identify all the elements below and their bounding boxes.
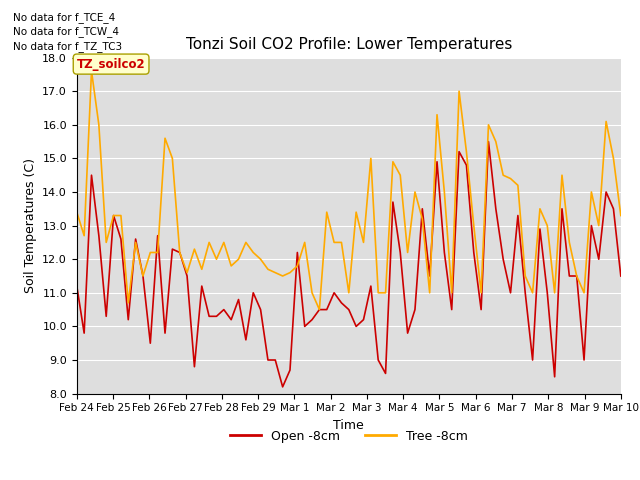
X-axis label: Time: Time — [333, 419, 364, 432]
Text: No data for f_TZ_TC3: No data for f_TZ_TC3 — [13, 41, 122, 52]
Title: Tonzi Soil CO2 Profile: Lower Temperatures: Tonzi Soil CO2 Profile: Lower Temperatur… — [186, 37, 512, 52]
Text: TZ_soilco2: TZ_soilco2 — [77, 58, 145, 71]
Text: No data for f_TCE_4: No data for f_TCE_4 — [13, 12, 115, 23]
Text: No data for f_TCW_4: No data for f_TCW_4 — [13, 26, 119, 37]
Legend: Open -8cm, Tree -8cm: Open -8cm, Tree -8cm — [225, 425, 473, 448]
Y-axis label: Soil Temperatures (C): Soil Temperatures (C) — [24, 158, 36, 293]
